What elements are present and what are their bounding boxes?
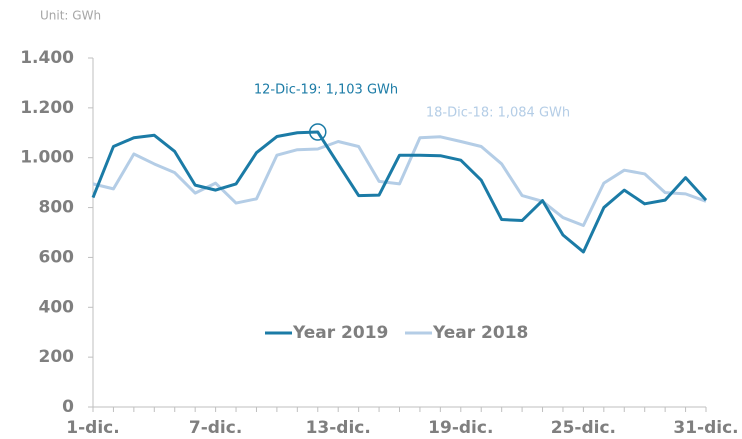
unit-label: Unit: GWh xyxy=(40,9,101,23)
series-line xyxy=(92,135,707,228)
x-tick-label: 7-dic. xyxy=(189,418,242,438)
y-tick-label: 1.400 xyxy=(20,48,74,68)
x-tick-label: 31-dic. xyxy=(673,418,738,438)
y-tick-label: 1.000 xyxy=(20,148,74,168)
y-tick-label: 1.200 xyxy=(20,98,74,118)
y-tick-label: 400 xyxy=(39,297,75,317)
x-tick-label: 19-dic. xyxy=(428,418,493,438)
annotation: 18-Dic-18: 1,084 GWh xyxy=(426,106,570,121)
peak-marker xyxy=(309,123,327,141)
x-tick-label: 1-dic. xyxy=(66,418,119,438)
legend-label: Year 2019 xyxy=(292,323,388,343)
series-line xyxy=(91,130,708,254)
x-tick-label: 25-dic. xyxy=(551,418,616,438)
x-tick-label: 13-dic. xyxy=(306,418,371,438)
annotation: 12-Dic-19: 1,103 GWh xyxy=(254,83,398,98)
y-tick-label: 600 xyxy=(39,247,75,267)
y-tick-label: 800 xyxy=(39,198,75,218)
y-tick-label: 200 xyxy=(39,347,75,367)
y-tick-label: 0 xyxy=(62,397,74,417)
legend-label: Year 2018 xyxy=(432,323,528,343)
